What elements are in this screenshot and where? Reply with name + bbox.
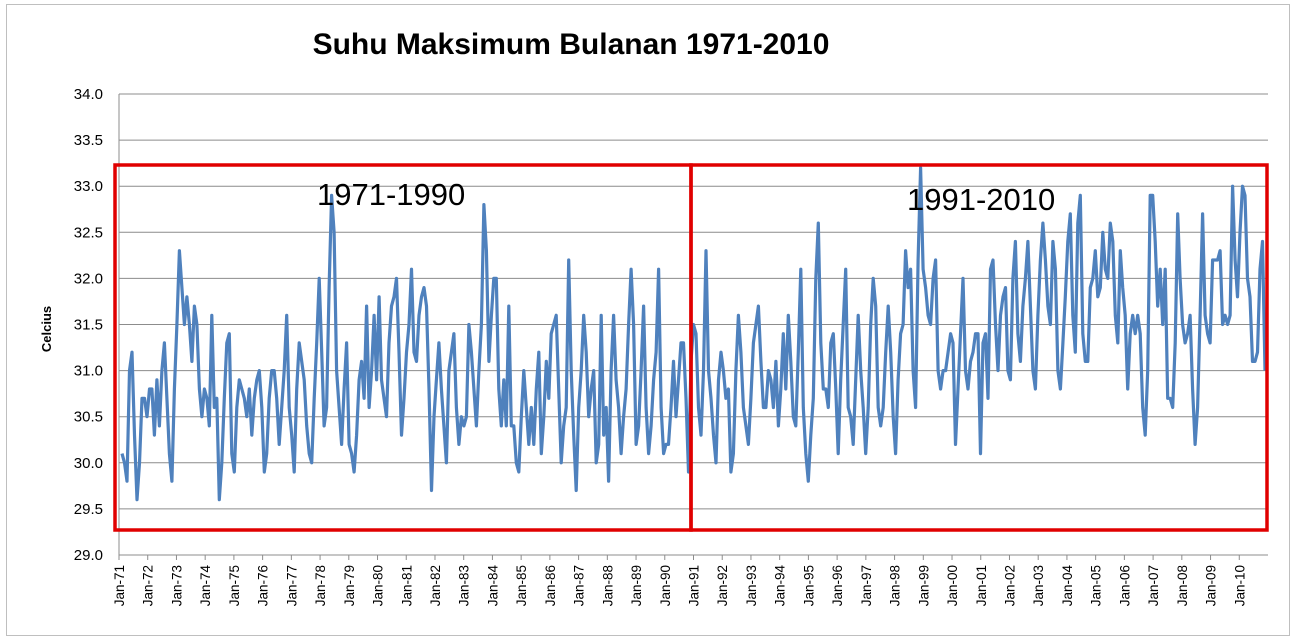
x-tick-label: Jan-92 [715, 565, 730, 606]
x-tick-label: Jan-72 [141, 565, 156, 606]
x-axis-ticks: Jan-71 Jan-72 Jan-73 Jan-74 Jan-75 Jan-76 Jan-… [112, 555, 1247, 606]
y-tick-label: 33.5 [74, 132, 103, 149]
x-tick-label: Jan-85 [514, 565, 529, 606]
x-tick-label: Jan-77 [284, 565, 299, 606]
x-tick-label: Jan-94 [773, 565, 788, 607]
series-line [120, 166, 1267, 502]
series-group [120, 166, 1267, 502]
x-tick-label: Jan-93 [744, 565, 759, 606]
x-tick-label: Jan-89 [629, 565, 644, 606]
y-axis-ticks: 29.0 29.5 30.0 30.5 31.0 31.5 32.0 32.5 33.0 33.5… [74, 86, 103, 564]
x-tick-label: Jan-07 [1146, 565, 1161, 606]
y-tick-label: 30.0 [74, 455, 103, 472]
x-tick-label: Jan-09 [1204, 565, 1219, 606]
y-tick-label: 31.5 [74, 317, 103, 334]
y-tick-label: 32.0 [74, 270, 103, 287]
line-chart: Suhu Maksimum Bulanan 1971-2010 Celcius … [39, 28, 1269, 606]
y-tick-label: 30.5 [74, 409, 103, 426]
x-tick-label: Jan-79 [342, 565, 357, 606]
x-tick-label: Jan-86 [543, 565, 558, 606]
annotation-label: 1971-1990 [317, 177, 465, 212]
x-tick-label: Jan-90 [658, 565, 673, 606]
x-tick-label: Jan-82 [428, 565, 443, 606]
y-tick-label: 29.5 [74, 501, 103, 518]
annotation-label: 1991-2010 [907, 182, 1055, 217]
x-tick-label: Jan-02 [1002, 565, 1017, 606]
annotation-box [689, 163, 1269, 532]
x-tick-label: Jan-88 [600, 565, 615, 606]
x-tick-label: Jan-04 [1060, 565, 1075, 607]
chart-title: Suhu Maksimum Bulanan 1971-2010 [313, 28, 830, 61]
annotation-box [113, 163, 693, 532]
x-tick-label: Jan-87 [572, 565, 587, 606]
x-tick-label: Jan-73 [169, 565, 184, 606]
x-tick-label: Jan-81 [399, 565, 414, 606]
x-tick-label: Jan-74 [198, 565, 213, 607]
x-tick-label: Jan-71 [112, 565, 127, 606]
y-tick-label: 33.0 [74, 178, 103, 195]
x-tick-label: Jan-91 [687, 565, 702, 606]
y-tick-label: 32.5 [74, 224, 103, 241]
x-tick-label: Jan-98 [888, 565, 903, 606]
x-tick-label: Jan-97 [859, 565, 874, 606]
y-tick-label: 29.0 [74, 547, 103, 564]
x-tick-label: Jan-10 [1232, 565, 1247, 606]
x-tick-label: Jan-05 [1089, 565, 1104, 606]
chart-frame: Suhu Maksimum Bulanan 1971-2010 Celcius … [6, 4, 1290, 636]
x-tick-label: Jan-75 [227, 565, 242, 606]
y-axis-label: Celcius [39, 306, 54, 352]
x-tick-label: Jan-78 [313, 565, 328, 606]
x-tick-label: Jan-96 [830, 565, 845, 606]
x-tick-label: Jan-76 [256, 565, 271, 606]
x-tick-label: Jan-08 [1175, 565, 1190, 606]
x-tick-label: Jan-03 [1031, 565, 1046, 606]
x-tick-label: Jan-06 [1117, 565, 1132, 606]
y-tick-label: 34.0 [74, 86, 103, 103]
x-tick-label: Jan-01 [974, 565, 989, 606]
x-tick-label: Jan-95 [801, 565, 816, 606]
x-tick-label: Jan-80 [371, 565, 386, 606]
x-tick-label: Jan-99 [916, 565, 931, 606]
x-tick-label: Jan-00 [945, 565, 960, 606]
x-tick-label: Jan-83 [457, 565, 472, 606]
annotation-group: 1971-1990 1991-2010 [113, 163, 1269, 532]
x-tick-label: Jan-84 [485, 565, 500, 607]
y-tick-label: 31.0 [74, 363, 103, 380]
